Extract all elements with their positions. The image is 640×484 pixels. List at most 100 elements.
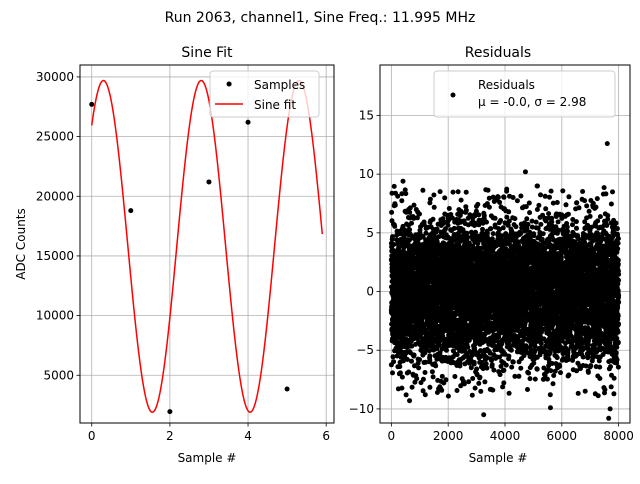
residual-point (442, 195, 447, 200)
residual-point (439, 388, 444, 393)
residual-point (390, 370, 395, 375)
sample-point (89, 102, 94, 107)
x-tick-label: 6 (322, 429, 330, 443)
residual-point (507, 391, 512, 396)
residual-point (526, 222, 531, 227)
residual-point (392, 184, 397, 189)
residual-point (491, 231, 496, 236)
residual-point (400, 375, 405, 380)
residual-point (509, 348, 514, 353)
residual-point (444, 348, 449, 353)
residual-point (457, 364, 462, 369)
residual-point (493, 216, 498, 221)
residual-point (391, 242, 396, 247)
residual-point (478, 389, 483, 394)
sample-point (128, 208, 133, 213)
residual-point (417, 212, 422, 217)
residual-point (498, 372, 503, 377)
residual-point (455, 388, 460, 393)
y-tick-label: 20000 (36, 189, 74, 203)
residual-point (430, 369, 435, 374)
residual-point (485, 231, 490, 236)
sample-point (285, 386, 290, 391)
sample-point (167, 409, 172, 414)
residual-point (470, 376, 475, 381)
residual-point (472, 362, 477, 367)
residual-point (482, 213, 487, 218)
residual-point (501, 225, 506, 230)
residuals-title: Residuals (465, 45, 531, 61)
residual-point (393, 203, 398, 208)
residual-point (478, 375, 483, 380)
residual-point (446, 223, 451, 228)
residual-point (504, 363, 509, 368)
residual-point (406, 370, 411, 375)
residual-point (474, 367, 479, 372)
y-tick-label: 5000 (43, 368, 74, 382)
residual-point (417, 357, 422, 362)
residual-point (451, 190, 456, 195)
y-tick-label: 25000 (36, 130, 74, 144)
residual-point (412, 353, 417, 358)
figure-suptitle: Run 2063, channel1, Sine Freq.: 11.995 M… (165, 10, 476, 26)
residual-point (399, 198, 404, 203)
residual-point (482, 379, 487, 384)
residual-point (399, 386, 404, 391)
residual-point (527, 210, 532, 215)
residual-point (392, 224, 397, 229)
residual-point (528, 376, 533, 381)
residual-point (498, 218, 503, 223)
residual-point (473, 230, 478, 235)
residual-point (440, 374, 445, 379)
residual-point (464, 190, 469, 195)
residual-point (506, 209, 511, 214)
sine-fit-ylabel: ADC Counts (14, 208, 28, 280)
y-tick-label: 10000 (36, 309, 74, 323)
residual-point (526, 371, 531, 376)
x-tick-label: 2 (166, 429, 174, 443)
residual-point (464, 208, 469, 213)
residual-point (403, 191, 408, 196)
residual-point (465, 345, 470, 350)
sine-fit-legend: Samples Sine fit (210, 71, 319, 117)
residual-point (428, 197, 433, 202)
residual-point (511, 195, 516, 200)
residual-point (452, 374, 457, 379)
residual-point (497, 200, 502, 205)
residual-point (438, 189, 443, 194)
sample-point (246, 120, 251, 125)
residual-point (466, 379, 471, 384)
residual-point (475, 202, 480, 207)
residual-point (459, 198, 464, 203)
residual-point (496, 195, 501, 200)
legend-sine-fit-label: Sine fit (254, 98, 296, 112)
legend-samples-marker (227, 82, 232, 87)
residual-point (427, 358, 432, 363)
residual-point (410, 385, 415, 390)
x-tick-label: 4 (244, 429, 252, 443)
residual-point (389, 210, 394, 215)
residual-point (484, 220, 489, 225)
legend-samples-label: Samples (254, 78, 305, 92)
residual-point (473, 386, 478, 391)
residual-point (431, 217, 436, 222)
residual-point (444, 377, 449, 382)
residual-point (524, 216, 529, 221)
residual-point (516, 338, 521, 343)
residual-point (488, 226, 493, 231)
residual-point (395, 194, 400, 199)
residual-point (433, 363, 438, 368)
residual-point (390, 234, 395, 239)
residual-point (427, 385, 432, 390)
sine-fit-title: Sine Fit (181, 45, 233, 61)
residual-point (515, 198, 520, 203)
residual-point (412, 203, 417, 208)
residual-point (423, 392, 428, 397)
residual-point (512, 216, 517, 221)
residual-point (511, 360, 516, 365)
residual-point (391, 359, 396, 364)
residual-point (525, 387, 530, 392)
residual-point (431, 374, 436, 379)
residual-point (518, 366, 523, 371)
